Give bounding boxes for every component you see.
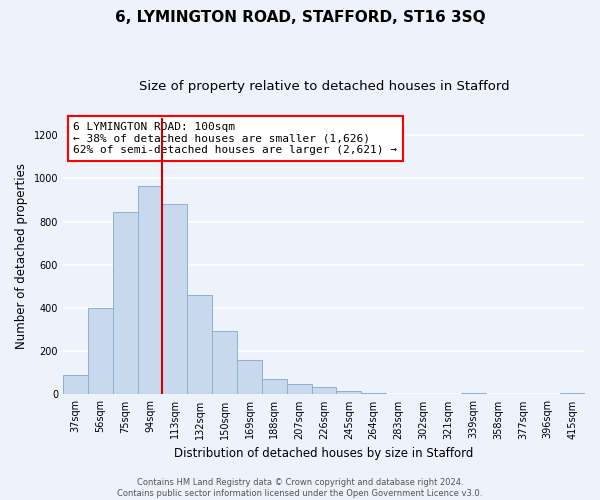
X-axis label: Distribution of detached houses by size in Stafford: Distribution of detached houses by size … <box>175 447 474 460</box>
Bar <box>287 384 311 394</box>
Bar <box>262 380 287 394</box>
Bar <box>63 375 88 394</box>
Bar <box>311 387 337 394</box>
Text: 6 LYMINGTON ROAD: 100sqm
← 38% of detached houses are smaller (1,626)
62% of sem: 6 LYMINGTON ROAD: 100sqm ← 38% of detach… <box>73 122 397 155</box>
Title: Size of property relative to detached houses in Stafford: Size of property relative to detached ho… <box>139 80 509 93</box>
Bar <box>187 295 212 394</box>
Y-axis label: Number of detached properties: Number of detached properties <box>15 163 28 349</box>
Bar <box>560 392 585 394</box>
Bar <box>337 390 361 394</box>
Text: Contains HM Land Registry data © Crown copyright and database right 2024.
Contai: Contains HM Land Registry data © Crown c… <box>118 478 482 498</box>
Text: 6, LYMINGTON ROAD, STAFFORD, ST16 3SQ: 6, LYMINGTON ROAD, STAFFORD, ST16 3SQ <box>115 10 485 25</box>
Bar <box>212 330 237 394</box>
Bar <box>461 392 485 394</box>
Bar <box>113 212 137 394</box>
Bar <box>88 308 113 394</box>
Bar <box>237 360 262 394</box>
Bar <box>163 204 187 394</box>
Bar <box>137 186 163 394</box>
